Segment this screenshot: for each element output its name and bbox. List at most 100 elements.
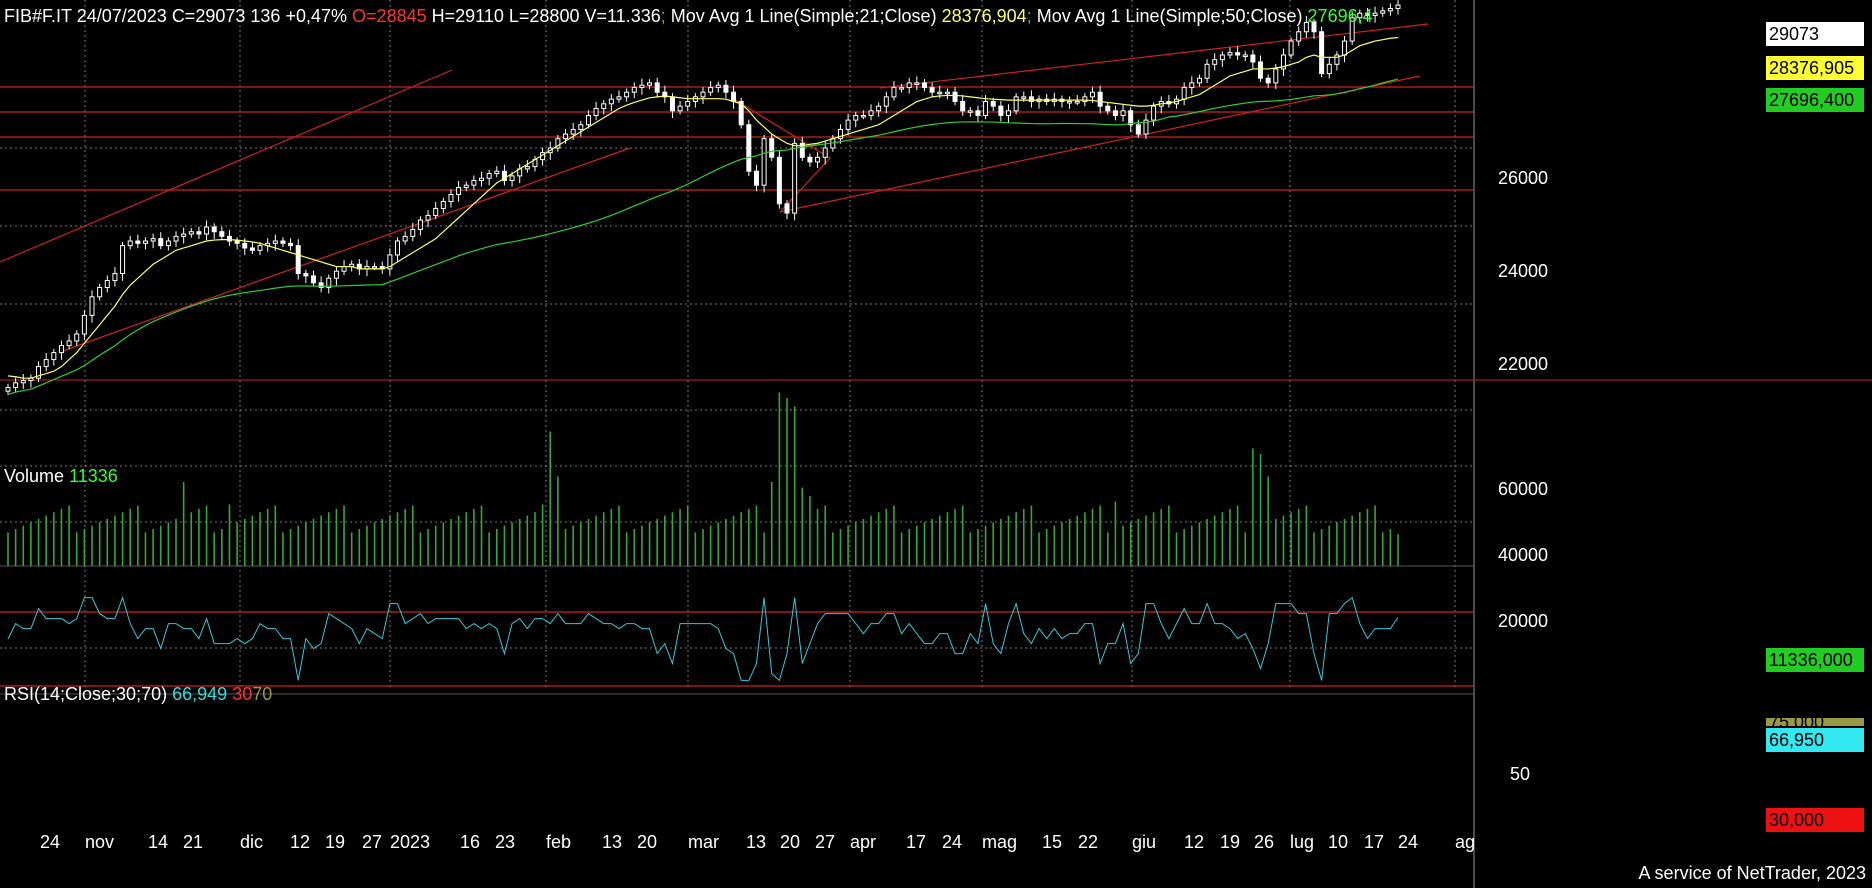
- candle-body: [81, 314, 87, 335]
- candle-body: [1235, 52, 1241, 56]
- candle-body: [1097, 91, 1103, 107]
- candle-body: [1212, 59, 1218, 65]
- candle-body: [1258, 61, 1264, 79]
- candle-body: [1265, 77, 1271, 84]
- candle-body: [616, 96, 622, 100]
- candle-body: [425, 214, 431, 221]
- candle-body: [89, 296, 95, 316]
- candle-body: [815, 156, 821, 163]
- candle-body: [769, 138, 775, 158]
- candle-body: [990, 101, 996, 107]
- candle-body: [776, 156, 782, 205]
- candle-body: [639, 84, 645, 89]
- rsi-value: 66,949: [172, 684, 228, 704]
- candle-body: [669, 96, 675, 112]
- candle-body: [578, 124, 584, 130]
- candle-body: [983, 101, 989, 116]
- candle-body: [914, 82, 920, 85]
- candle-body: [1357, 12, 1363, 19]
- candle-body: [746, 124, 752, 172]
- header-change: 136: [250, 6, 281, 26]
- candle-body: [1380, 10, 1386, 14]
- header-ma21-value: 28376,904: [941, 6, 1027, 26]
- candle-body: [395, 240, 401, 256]
- candle-body: [104, 280, 110, 288]
- x-tick-label: apr: [850, 832, 877, 852]
- candle-body: [1196, 77, 1202, 84]
- candle-body: [822, 147, 828, 158]
- rsi-tick-50: 50: [1510, 764, 1531, 784]
- candle-body: [960, 101, 966, 112]
- candle-body: [1219, 54, 1225, 61]
- candle-body: [1028, 96, 1034, 102]
- candle-body: [761, 138, 767, 186]
- candle-body: [97, 287, 103, 298]
- candle-body: [731, 91, 737, 102]
- x-tick-label: 13: [602, 832, 623, 852]
- candle-body: [1067, 101, 1073, 104]
- candle-body: [799, 142, 805, 158]
- candle-body: [74, 333, 80, 342]
- candle-body: [20, 380, 26, 384]
- candle-body: [165, 240, 171, 247]
- candle-body: [975, 110, 981, 116]
- candle-body: [876, 105, 882, 112]
- candle-body: [43, 359, 49, 368]
- price-badge: 29073: [1766, 22, 1864, 46]
- y-tick-26000: 26000: [1498, 168, 1549, 188]
- candle-body: [1181, 87, 1187, 100]
- candle-body: [929, 87, 935, 93]
- candle-body: [51, 352, 57, 361]
- candle-body: [1311, 21, 1317, 33]
- rsi-label: RSI(14;Close;30;70): [4, 684, 168, 704]
- candle-body: [944, 91, 950, 95]
- candle-body: [860, 114, 866, 118]
- trendline: [0, 69, 453, 263]
- candle-body: [5, 386, 11, 392]
- candle-body: [158, 238, 164, 247]
- x-tick-label: mar: [688, 832, 719, 852]
- candle-body: [36, 366, 42, 379]
- rsi-low-badge: 30,000: [1766, 808, 1864, 832]
- x-tick-label: 17: [906, 832, 927, 852]
- candle-body: [372, 266, 378, 269]
- candle-body: [563, 133, 569, 140]
- candle-body: [1090, 91, 1096, 98]
- candle-body: [257, 245, 263, 251]
- candle-body: [1372, 12, 1378, 16]
- rsi-line: [7, 595, 1399, 682]
- x-tick-label: 20: [637, 832, 658, 852]
- candle-body: [654, 82, 660, 93]
- candle-body: [13, 382, 19, 388]
- candle-body: [456, 187, 462, 195]
- candle-body: [1120, 110, 1126, 116]
- header-close: C=29073: [171, 6, 246, 26]
- chart-header: FIB#F.IT 24/07/2023 C=29073 136 +0,47% O…: [4, 6, 1373, 26]
- candle-body: [280, 240, 286, 244]
- ma50-badge: 27696,400: [1766, 88, 1864, 112]
- x-tick-label: 24: [1398, 832, 1419, 852]
- trendlines: [0, 23, 1474, 687]
- candle-body: [937, 91, 943, 95]
- x-tick-label: 10: [1328, 832, 1349, 852]
- candle-body: [1242, 54, 1248, 57]
- candle-body: [58, 345, 64, 354]
- x-tick-label: 27: [815, 832, 836, 852]
- candle-body: [868, 110, 874, 116]
- header-ma50-label: Mov Avg 1 Line(Simple;50;Close): [1036, 6, 1303, 26]
- candle-body: [845, 119, 851, 130]
- x-tick-label: 19: [325, 832, 346, 852]
- candle-body: [181, 233, 187, 237]
- x-tick-label: 12: [290, 832, 311, 852]
- candle-body: [998, 105, 1004, 116]
- candle-body: [1349, 17, 1355, 42]
- candle-body: [921, 82, 927, 89]
- candle-body: [899, 87, 905, 90]
- rsi-badge: 66,950: [1766, 728, 1864, 752]
- candle-body: [509, 175, 515, 182]
- header-low: L=28800: [508, 6, 580, 26]
- candle-body: [883, 96, 889, 107]
- candle-body: [150, 238, 156, 242]
- candle-body: [1151, 105, 1157, 121]
